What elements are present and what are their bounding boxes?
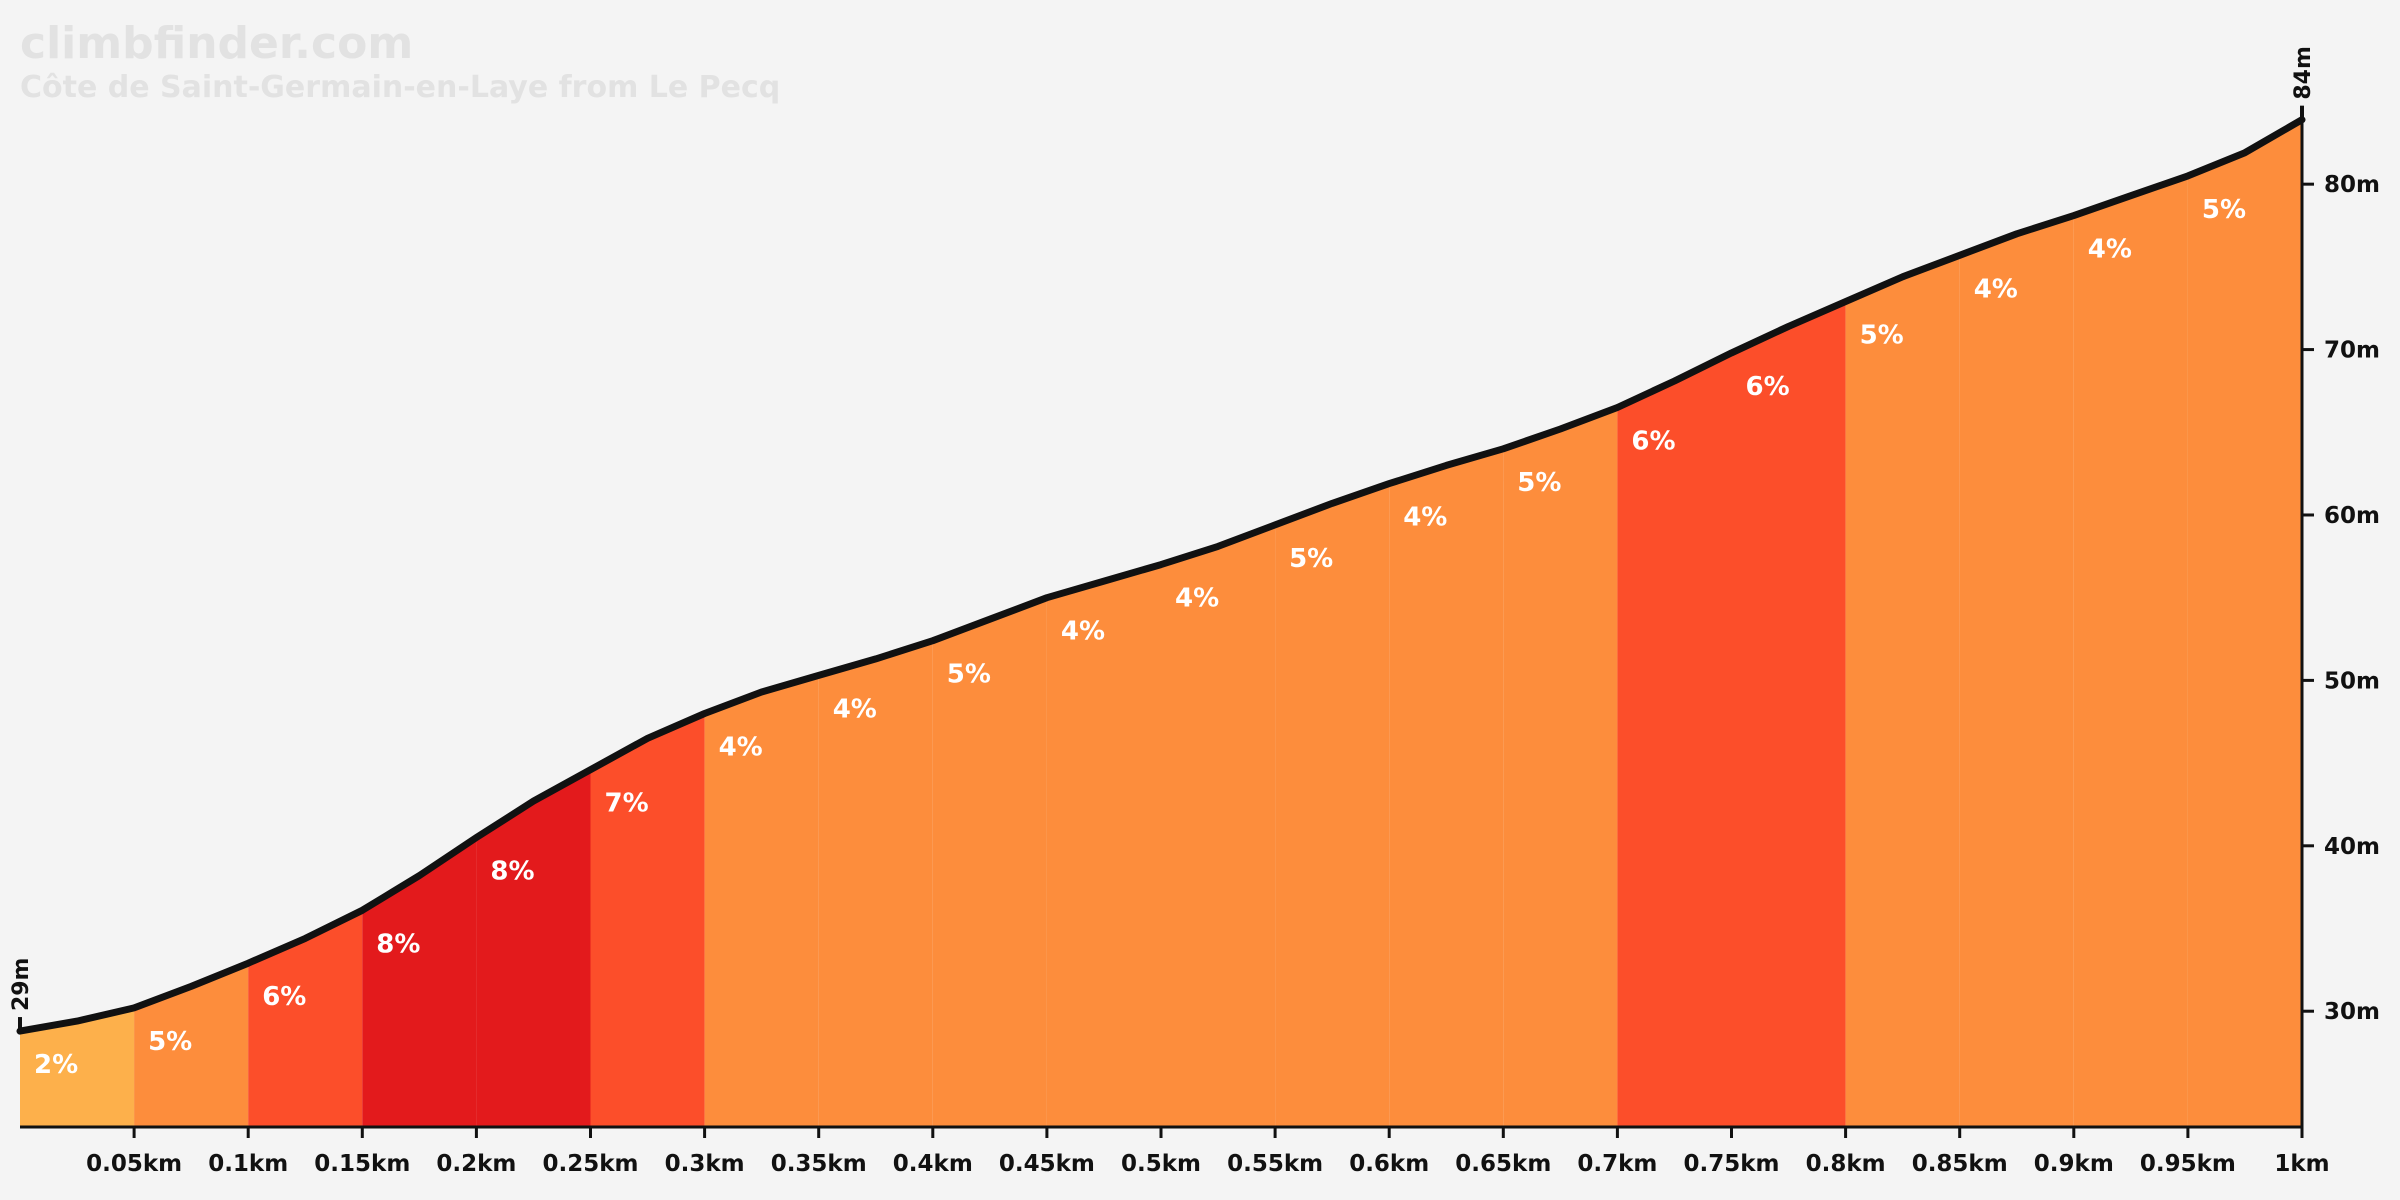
end-elevation-label: 84m	[2291, 46, 2316, 100]
grade-label-12: 5%	[1289, 544, 1333, 574]
grade-label-15: 6%	[1631, 426, 1675, 456]
y-axis: 30m 40m 50m 60m 70m 80m	[2300, 118, 2380, 1127]
grade-segment-3	[248, 910, 363, 1127]
grade-segment-4	[362, 837, 477, 1127]
x-tick-label: 0.7km	[1577, 1151, 1657, 1177]
y-tick-label: 50m	[2324, 668, 2380, 694]
y-tick-label: 70m	[2324, 338, 2380, 364]
x-tick-label: 0.1km	[208, 1151, 288, 1177]
grade-label-20: 5%	[2202, 195, 2246, 225]
x-tick-label: 0.45km	[999, 1151, 1095, 1177]
x-tick-label: 0.75km	[1683, 1151, 1779, 1177]
x-tick-label: 0.85km	[1912, 1151, 2008, 1177]
x-tick-label: 0.25km	[542, 1151, 638, 1177]
grade-segment-12	[1275, 483, 1390, 1128]
x-tick-label: 0.05km	[86, 1151, 182, 1177]
x-tick-label: 0.8km	[1806, 1151, 1886, 1177]
x-tick-label: 0.35km	[771, 1151, 867, 1177]
grade-label-7: 4%	[719, 732, 763, 762]
grade-label-14: 5%	[1517, 468, 1561, 498]
x-tick-label: 0.95km	[2140, 1151, 2236, 1177]
grade-label-6: 7%	[605, 789, 649, 819]
x-axis: 0.05km 0.1km 0.15km 0.2km 0.25km 0.3km 0.35km 0…	[20, 1125, 2330, 1177]
x-tick-label: 0.4km	[893, 1151, 973, 1177]
grade-segment-2	[134, 963, 249, 1127]
y-tick-label: 80m	[2324, 172, 2380, 198]
x-tick-label: 0.2km	[436, 1151, 516, 1177]
grade-segment-11	[1161, 524, 1276, 1127]
grade-label-18: 4%	[1974, 274, 2018, 304]
grade-segment-20	[2187, 119, 2302, 1127]
grade-label-9: 5%	[947, 660, 991, 690]
x-tick-label: 0.65km	[1455, 1151, 1551, 1177]
grade-segment-18	[1959, 215, 2074, 1128]
grade-label-16: 6%	[1746, 372, 1790, 402]
x-tick-label: 1km	[2274, 1151, 2329, 1177]
grade-label-5: 8%	[490, 857, 534, 887]
y-tick-label: 30m	[2324, 999, 2380, 1025]
grade-label-8: 4%	[833, 694, 877, 724]
x-tick-label: 0.55km	[1227, 1151, 1323, 1177]
endpoint-markers: 29m 84m	[9, 46, 2316, 1032]
grade-segment-16	[1731, 301, 1846, 1128]
x-tick-label: 0.15km	[314, 1151, 410, 1177]
grade-segment-9	[932, 597, 1047, 1127]
grade-label-3: 6%	[262, 982, 306, 1012]
grade-segment-8	[818, 640, 933, 1127]
grade-segment-7	[704, 675, 819, 1127]
start-elevation-label: 29m	[9, 958, 34, 1012]
grade-label-17: 5%	[1860, 321, 1904, 351]
x-tick-label: 0.6km	[1349, 1151, 1429, 1177]
grade-segment-14	[1503, 407, 1618, 1127]
y-tick-label: 40m	[2324, 834, 2380, 860]
grade-label-19: 4%	[2088, 235, 2132, 265]
grade-segment-6	[590, 713, 705, 1127]
grade-segment-1	[20, 1007, 135, 1127]
grade-segment-15	[1617, 352, 1732, 1127]
grade-segment-17	[1845, 255, 1960, 1128]
x-tick-label: 0.5km	[1121, 1151, 1201, 1177]
climb-title: Côte de Saint-Germain-en-Laye from Le Pe…	[20, 70, 780, 105]
grade-labels: 2% 5% 6% 8% 8% 7% 4% 4% 5% 4% 4% 5% 4% 5% 6% 6% 5% 4% 4% 5%	[34, 195, 2246, 1080]
grade-segment-19	[2073, 175, 2188, 1127]
grade-label-11: 4%	[1175, 584, 1219, 614]
grade-segment-fills	[20, 119, 2302, 1128]
x-tick-label: 0.3km	[665, 1151, 745, 1177]
site-watermark: climbfinder.com	[20, 18, 413, 69]
grade-segment-10	[1046, 564, 1161, 1127]
grade-segment-13	[1389, 448, 1504, 1127]
elevation-profile-line	[16, 116, 2306, 1035]
grade-label-4: 8%	[376, 929, 420, 959]
grade-label-13: 4%	[1403, 503, 1447, 533]
grade-label-2: 5%	[148, 1027, 192, 1057]
grade-label-1: 2%	[34, 1050, 78, 1080]
grade-segment-5	[476, 769, 591, 1127]
grade-label-10: 4%	[1061, 617, 1105, 647]
y-tick-label: 60m	[2324, 503, 2380, 529]
x-tick-label: 0.9km	[2034, 1151, 2114, 1177]
